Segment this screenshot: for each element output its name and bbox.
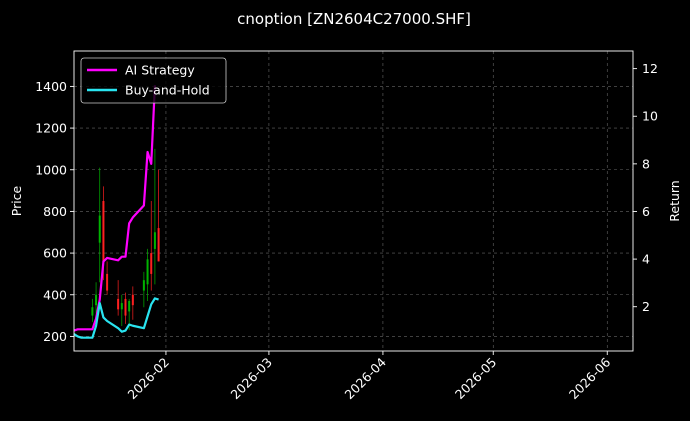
left-y-axis: 200 400 600 800 1000 1200 1400	[35, 79, 74, 344]
y-tick-label: 400	[43, 287, 67, 302]
candle-body	[142, 280, 145, 291]
candle-body	[98, 215, 101, 243]
legend: AI Strategy Buy-and-Hold	[80, 57, 227, 104]
legend-box	[80, 57, 227, 104]
y-tick-label: 200	[43, 329, 67, 344]
plot-frame	[73, 50, 634, 352]
series-line-buy-and-hold	[73, 297, 159, 339]
candle-body	[150, 253, 153, 274]
series-lines	[73, 85, 159, 339]
candle-body	[124, 298, 127, 316]
candle-body	[102, 201, 105, 262]
candle-body	[120, 303, 123, 310]
right-y-axis: 2 4 6 8 10 12	[633, 61, 658, 314]
y-tick-label: 600	[43, 246, 67, 261]
y-tick-label: 1400	[35, 79, 67, 94]
candle-body	[146, 259, 149, 285]
y-tick-label: 1200	[35, 121, 67, 136]
chart-title: cnoption [ZN2604C27000.SHF]	[237, 10, 471, 28]
candle-body	[95, 294, 98, 306]
candle-body	[131, 294, 134, 306]
y-axis-label: Price	[9, 185, 24, 216]
y2-tick-label: 4	[642, 252, 650, 267]
y-tick-label: 800	[43, 204, 67, 219]
y-tick-label: 1000	[35, 162, 67, 177]
legend-label-ai-strategy: AI Strategy	[125, 63, 195, 78]
candle-body	[117, 298, 120, 310]
y2-tick-label: 10	[642, 109, 658, 124]
y2-tick-label: 8	[642, 156, 650, 171]
series-line-ai-strategy	[73, 85, 157, 332]
candle-body	[157, 228, 160, 262]
y2-tick-label: 2	[642, 299, 650, 314]
candle-body	[106, 273, 109, 291]
legend-label-buy-and-hold: Buy-and-Hold	[125, 83, 210, 98]
y2-tick-label: 12	[642, 61, 658, 76]
candle-body	[153, 232, 156, 249]
candle-body	[91, 307, 94, 316]
y2-tick-label: 6	[642, 204, 650, 219]
y2-axis-label: Return	[667, 180, 682, 221]
candle-body	[128, 301, 131, 312]
